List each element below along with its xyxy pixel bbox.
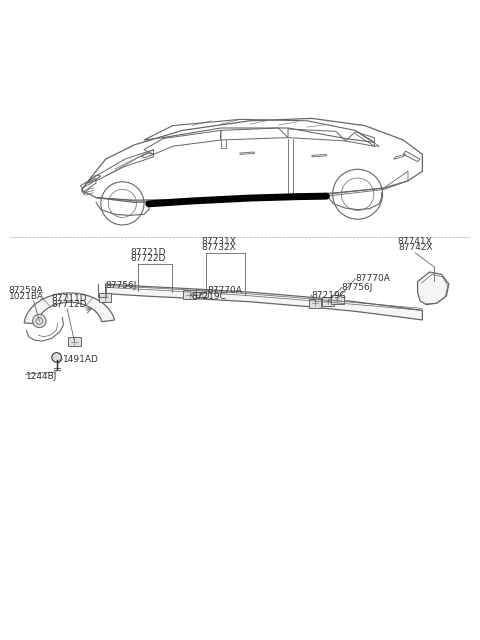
Text: 87219C: 87219C: [311, 291, 346, 300]
Text: 87219C: 87219C: [191, 292, 226, 301]
Text: 1021BA: 1021BA: [9, 292, 44, 301]
Text: 87756J: 87756J: [106, 281, 137, 290]
Bar: [322, 297, 334, 306]
Text: 87732X: 87732X: [201, 243, 236, 252]
Polygon shape: [106, 284, 422, 320]
Text: 1491AD: 1491AD: [63, 355, 99, 364]
Text: 87742X: 87742X: [398, 243, 432, 252]
Text: 87259A: 87259A: [9, 286, 43, 295]
Text: 87770A: 87770A: [355, 274, 390, 284]
Bar: [99, 293, 111, 302]
Polygon shape: [418, 272, 449, 305]
Text: 1244BJ: 1244BJ: [26, 372, 58, 381]
Text: 87722D: 87722D: [130, 254, 166, 263]
Circle shape: [33, 314, 46, 328]
Text: 87711D: 87711D: [52, 294, 87, 303]
Text: 87741X: 87741X: [398, 237, 432, 246]
Text: 87756J: 87756J: [342, 283, 373, 292]
Bar: [309, 299, 321, 308]
Bar: [68, 337, 81, 346]
Polygon shape: [24, 293, 115, 324]
Bar: [331, 296, 344, 304]
Bar: [196, 289, 208, 298]
Circle shape: [52, 353, 61, 362]
Text: 87770A: 87770A: [207, 285, 242, 295]
Bar: [183, 290, 196, 299]
Text: 87731X: 87731X: [201, 237, 236, 246]
Text: 87712D: 87712D: [52, 300, 87, 309]
Text: 87721D: 87721D: [130, 248, 166, 257]
